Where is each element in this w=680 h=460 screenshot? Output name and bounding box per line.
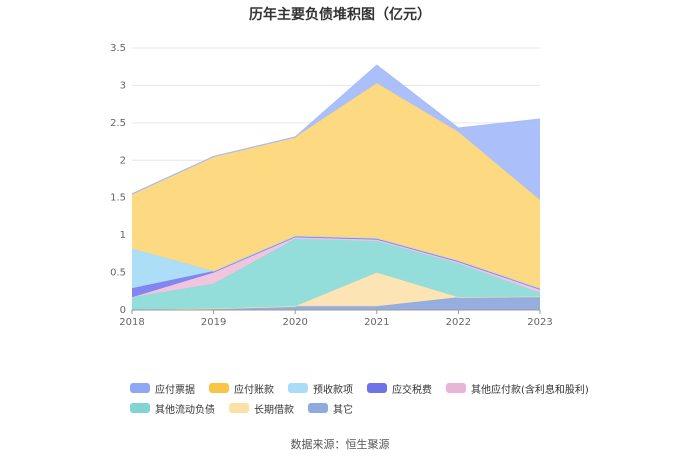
legend-label: 预收款项 [313, 384, 353, 396]
legend-label: 应交税费 [392, 384, 432, 396]
legend-item[interactable]: 其他流动负债 [130, 401, 215, 416]
y-tick-label: 0.5 [110, 268, 126, 279]
legend-row-2: 其他流动负债 长期借款 其它 [130, 398, 570, 418]
x-tick-label: 2018 [119, 317, 144, 328]
legend-item[interactable]: 应交税费 [367, 381, 432, 396]
y-tick-label: 3.5 [110, 43, 126, 54]
area-series [132, 83, 540, 289]
x-tick-label: 2022 [446, 317, 471, 328]
y-tick-label: 2.5 [110, 118, 126, 129]
area-series-line [131, 64, 541, 195]
x-tick-label: 2019 [201, 317, 226, 328]
chart-title: 历年主要负债堆积图（亿元） [249, 7, 431, 23]
legend-item[interactable]: 其他应付款(含利息和股利) [446, 381, 589, 396]
legend-swatch [130, 383, 150, 393]
legend-swatch [446, 383, 466, 393]
x-tick-label: 2020 [282, 317, 307, 328]
legend-swatch [308, 403, 328, 413]
y-tick-label: 2 [120, 155, 126, 166]
legend-swatch [229, 403, 249, 413]
legend-item[interactable]: 应付账款 [209, 381, 274, 396]
legend-label: 长期借款 [254, 404, 294, 416]
x-tick-label: 2021 [364, 317, 389, 328]
chart-legend: 应付票据 应付账款 预收款项 应交税费 其他应付款(含利息和股利) 其他流动负债 长期借款… [130, 378, 589, 418]
legend-label: 应付账款 [234, 384, 274, 396]
y-tick-label: 1 [120, 230, 126, 241]
legend-swatch [288, 383, 308, 393]
legend-row-1: 应付票据 应付账款 预收款项 应交税费 其他应付款(含利息和股利) [130, 378, 589, 398]
y-tick-label: 3 [120, 80, 126, 91]
area-series [132, 238, 540, 310]
legend-label: 应付票据 [155, 384, 195, 396]
legend-label: 其他流动负债 [155, 404, 215, 416]
legend-item[interactable]: 应付票据 [130, 381, 195, 396]
area-series [132, 272, 540, 310]
legend-swatch [209, 383, 229, 393]
legend-item[interactable]: 长期借款 [229, 401, 294, 416]
stacked-area-chart: 0 0.5 1 1.5 2 2.5 3 3.5 2018 2019 2020 2021 2022 2023 [110, 43, 553, 328]
y-tick-label: 1.5 [110, 193, 126, 204]
y-tick-label: 0 [120, 305, 126, 316]
legend-label: 其它 [333, 404, 353, 416]
x-tick-label: 2023 [527, 317, 552, 328]
legend-swatch [367, 383, 387, 393]
legend-swatch [130, 403, 150, 413]
legend-label: 其他应付款(含利息和股利) [471, 384, 589, 396]
data-source-note: 数据来源：恒生聚源 [290, 438, 390, 451]
legend-item[interactable]: 预收款项 [288, 381, 353, 396]
legend-item[interactable]: 其它 [308, 401, 353, 416]
